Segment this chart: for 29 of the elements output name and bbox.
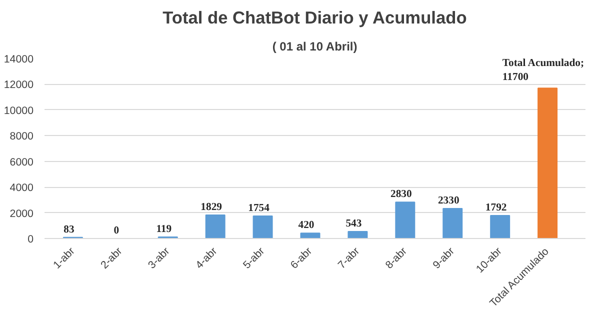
y-tick-label: 8000: [10, 130, 34, 143]
data-label: Total Acumulado; 11700: [502, 58, 584, 84]
data-label: 0: [114, 226, 120, 236]
data-label: 1754: [248, 202, 270, 214]
data-label: 119: [156, 224, 172, 235]
y-tick-label: 2000: [10, 208, 34, 220]
bar: [300, 232, 320, 238]
chart-title: Total de ChatBot Diario y Acumulado: [162, 8, 467, 28]
data-label: 420: [298, 220, 314, 232]
y-tick-label: 4000: [10, 182, 34, 194]
y-tick-label: 14000: [4, 54, 34, 66]
bar: [252, 215, 273, 238]
data-label: 83: [64, 224, 74, 236]
data-label: 1792: [485, 202, 507, 214]
y-tick-label: 12000: [4, 79, 34, 92]
data-label: 543: [346, 218, 362, 230]
data-label: 1829: [200, 202, 222, 213]
bar: [348, 231, 368, 238]
data-label: 2830: [390, 189, 412, 200]
bar: [395, 202, 416, 238]
data-label: 2330: [438, 196, 460, 207]
bar: [205, 214, 226, 238]
y-tick-label: 6000: [10, 156, 34, 168]
bar: [490, 214, 510, 238]
y-tick-label: 10000: [4, 104, 34, 117]
bar: [538, 88, 558, 238]
chart-subtitle: ( 01 al 10 Abril): [272, 40, 358, 54]
bar: [442, 208, 463, 238]
y-tick-label: 0: [28, 234, 34, 246]
